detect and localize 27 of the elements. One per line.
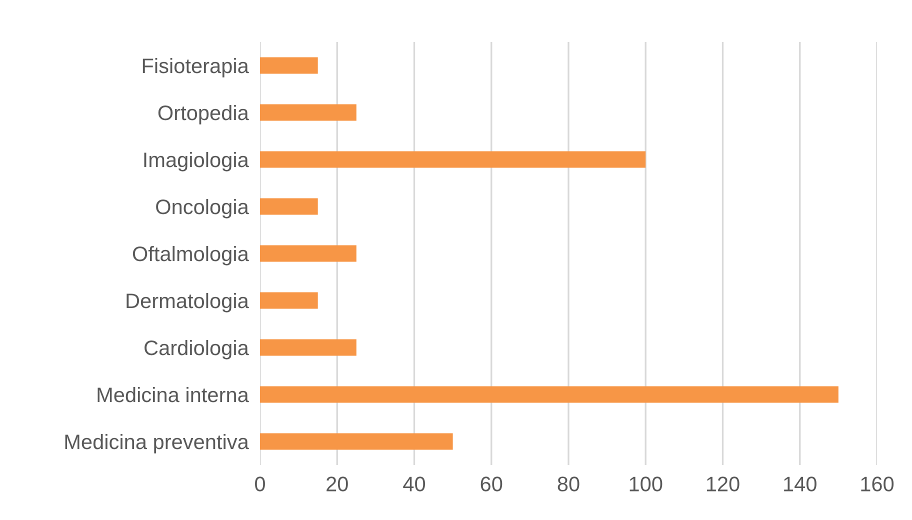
x-tick-label: 80 — [558, 476, 580, 492]
y-tick-label: Cardiologia — [144, 340, 249, 360]
x-tick-label: 140 — [784, 476, 816, 492]
y-tick-label: Medicina preventiva — [65, 434, 249, 454]
x-tick-label: 160 — [861, 476, 894, 492]
bar — [260, 198, 318, 215]
x-tick-label: 120 — [706, 476, 740, 492]
y-tick-label: Dermatologia — [126, 292, 249, 312]
y-tick-label: Ortopedia — [158, 104, 249, 124]
x-tick-label: 0 — [255, 476, 265, 492]
y-tick-label: Oncologia — [156, 198, 249, 218]
x-tick-label: 60 — [480, 476, 502, 492]
bar — [260, 433, 453, 450]
bar — [260, 104, 356, 121]
bar — [260, 245, 356, 262]
x-tick-label: 40 — [403, 476, 426, 492]
bar — [260, 151, 646, 168]
bar — [260, 386, 838, 403]
bar — [260, 57, 318, 74]
y-tick-label: Oftalmologia — [132, 246, 249, 266]
y-tick-label: Imagiologia — [144, 152, 249, 172]
bar — [260, 292, 318, 309]
y-tick-label: Fisioterapia — [142, 58, 249, 78]
x-tick-label: 20 — [326, 476, 348, 492]
bar — [260, 339, 356, 356]
x-tick-label: 100 — [630, 476, 662, 492]
y-tick-label: Medicina interna — [98, 386, 249, 402]
